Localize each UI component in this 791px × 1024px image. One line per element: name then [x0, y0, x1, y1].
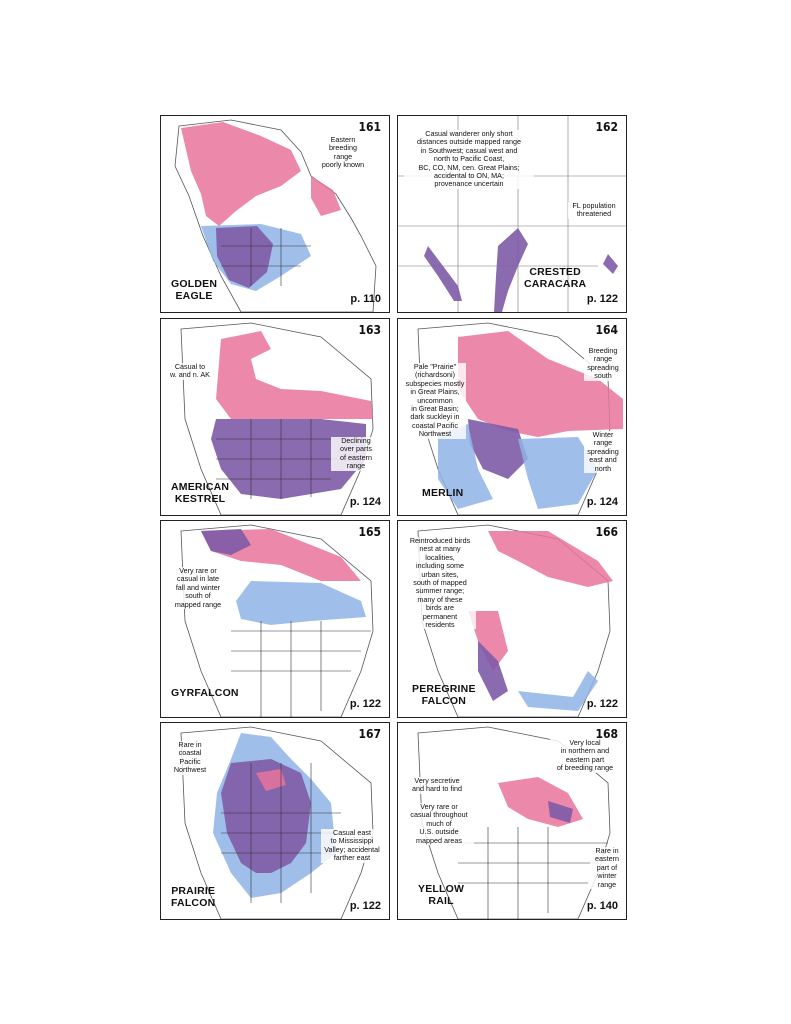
map-number: 166 [595, 525, 618, 539]
range-map [174, 119, 377, 312]
map-note: Very rare or casual in late fall and win… [167, 566, 229, 610]
species-name: GOLDEN EAGLE [171, 278, 218, 302]
species-name: YELLOW RAIL [418, 883, 465, 907]
range-map [180, 524, 374, 717]
map-panel-165: 165 Very rare or casual in late fall and… [160, 520, 390, 718]
map-note: Rare in coastal Pacific Northwest [167, 740, 213, 775]
map-note: Winter range spreading east and north [584, 430, 622, 474]
map-note: Casual to w. and n. AK [167, 362, 213, 380]
range-map [398, 116, 626, 312]
map-note: Rare in eastern part of winter range [590, 846, 624, 890]
species-name: GYRFALCON [171, 687, 239, 699]
map-number: 161 [358, 120, 381, 134]
map-panel-162: 162 Casual wanderer only short distances… [397, 115, 627, 313]
range-map [417, 322, 623, 515]
page-reference: p. 122 [349, 698, 381, 710]
map-number: 164 [595, 323, 618, 337]
map-number: 168 [595, 727, 618, 741]
map-number: 162 [595, 120, 618, 134]
species-name: MERLIN [422, 487, 464, 499]
map-note: Breeding range spreading south [584, 346, 622, 381]
species-name: CRESTED CARACARA [524, 266, 587, 290]
map-note: Eastern breeding range poorly known [313, 135, 373, 170]
range-map [180, 322, 374, 515]
map-note: FL population threatened [568, 201, 620, 219]
page-reference: p. 124 [586, 496, 618, 508]
page-reference: p. 110 [350, 293, 381, 305]
map-panel-164: 164 Pale "Prairie" (richardsoni) subspec… [397, 318, 627, 516]
map-note: Casual east to Mississippi Valley; accid… [321, 828, 383, 863]
map-panel-166: 166 Reintroduced birds nest at many loca… [397, 520, 627, 718]
species-name: AMERICAN KESTREL [171, 481, 230, 505]
page-reference: p. 140 [586, 900, 618, 912]
map-panel-161: 161 Eastern breeding range poorly known … [160, 115, 390, 313]
range-map [417, 524, 613, 717]
map-note: Very rare or casual throughout much of U… [404, 802, 474, 846]
page-reference: p. 122 [586, 293, 618, 305]
page-reference: p. 122 [586, 698, 618, 710]
map-note: Very secretive and hard to find [404, 776, 470, 794]
map-panel-167: 167 Rare in coastal Pacific Northwest Ca… [160, 722, 390, 920]
species-name: PRAIRIE FALCON [171, 885, 216, 909]
species-name: PEREGRINE FALCON [412, 683, 476, 707]
range-map [180, 726, 374, 919]
map-note: Casual wanderer only short distances out… [404, 129, 534, 189]
map-note: Pale "Prairie" (richardsoni) subspecies … [404, 362, 466, 439]
map-note: Declining over parts of eastern range [331, 436, 381, 471]
map-note: Very local in northern and eastern part … [550, 738, 620, 773]
map-number: 163 [358, 323, 381, 337]
page-reference: p. 122 [349, 900, 381, 912]
map-note: Reintroduced birds nest at many localiti… [404, 536, 476, 630]
map-number: 167 [358, 727, 381, 741]
map-number: 165 [358, 525, 381, 539]
map-panel-168: 168 Very local in northern and eastern p… [397, 722, 627, 920]
map-panel-163: 163 Casual to w. and n. AK Declining ove… [160, 318, 390, 516]
page-reference: p. 124 [349, 496, 381, 508]
